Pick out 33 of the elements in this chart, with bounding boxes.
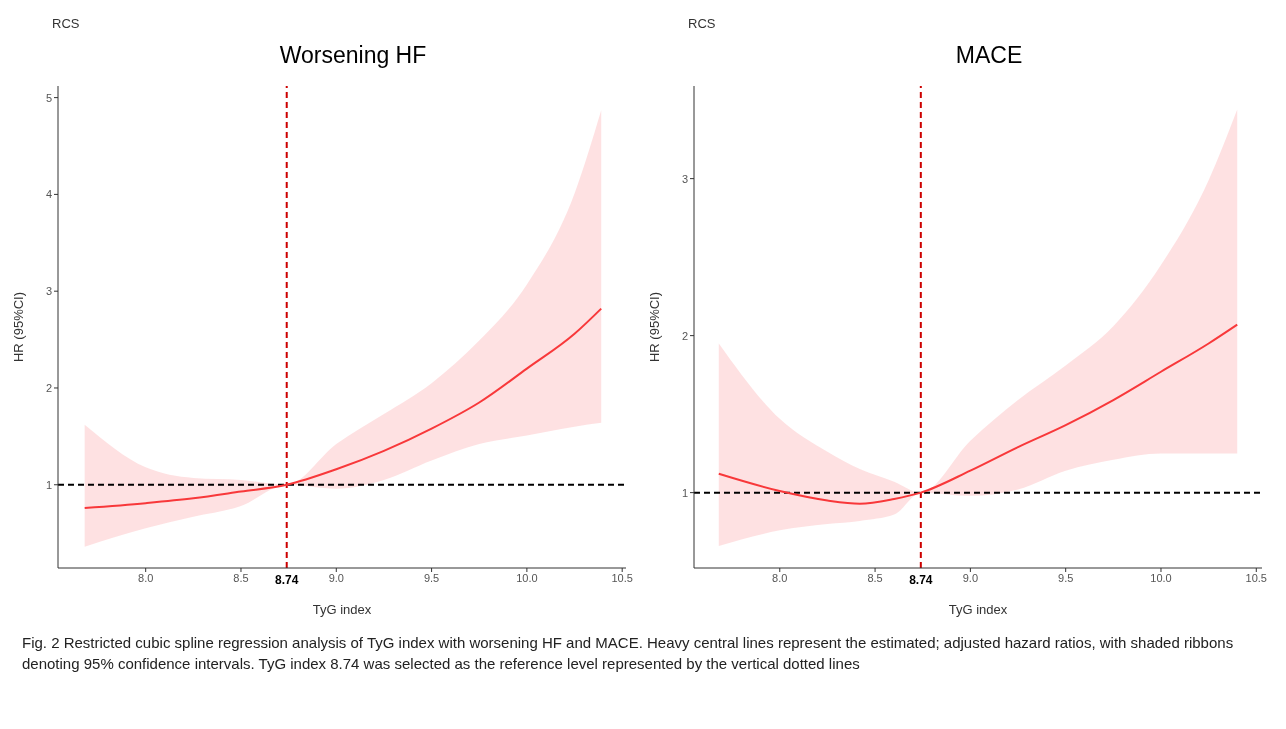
x-tick-label: 10.5	[611, 571, 633, 584]
x-tick-label: 8.0	[138, 571, 154, 584]
caption: Fig. 2 Restricted cubic spline regression analysis of TyG index with worsening HF and MACE. Heavy central lines represent the estimated; adjusted hazard ratios, with shaded ribbons denoting 95% confidence intervals. TyG index 8.74 was selected as the reference level represented by the vertical dotted lines	[21, 633, 1235, 674]
x-tick-label: 9.5	[423, 571, 440, 584]
x-tick-label: 8.5	[867, 571, 883, 584]
ref-line-label: 8.74	[909, 573, 933, 587]
x-tick-label: 8.0	[772, 571, 788, 584]
y-tick-label: 4	[45, 188, 52, 201]
x-tick-label: 8.5	[233, 571, 249, 584]
ref-line-label: 8.74	[275, 573, 299, 587]
y-tick-label: 5	[45, 91, 52, 104]
x-tick-label: 9.0	[328, 571, 344, 584]
chart-title: Worsening HF	[278, 42, 428, 69]
x-tick-label: 10.5	[1245, 571, 1267, 584]
y-axis-title: HR (95%CI)	[646, 291, 662, 363]
x-tick-label: 9.5	[1058, 571, 1074, 584]
line-series	[717, 323, 1239, 505]
x-tick-label: 10.0	[1150, 571, 1172, 584]
x-axis-title: TyG index	[948, 602, 1008, 617]
y-tick-label: 1	[681, 486, 688, 499]
line-series	[83, 307, 603, 509]
y-tick-label: 2	[681, 329, 688, 342]
x-tick-label: 9.0	[962, 571, 979, 584]
y-tick-label: 1	[45, 478, 52, 491]
y-axis-title: HR (95%CI)	[10, 291, 26, 363]
chart-subtitle: RCS	[688, 16, 716, 31]
x-tick-label: 10.0	[516, 571, 538, 584]
y-tick-label: 3	[45, 285, 52, 298]
x-axis-title: TyG index	[312, 602, 372, 617]
chart-title: MACE	[954, 42, 1024, 69]
y-tick-label: 2	[45, 381, 52, 394]
chart-subtitle: RCS	[52, 16, 80, 31]
y-tick-label: 3	[681, 172, 688, 185]
